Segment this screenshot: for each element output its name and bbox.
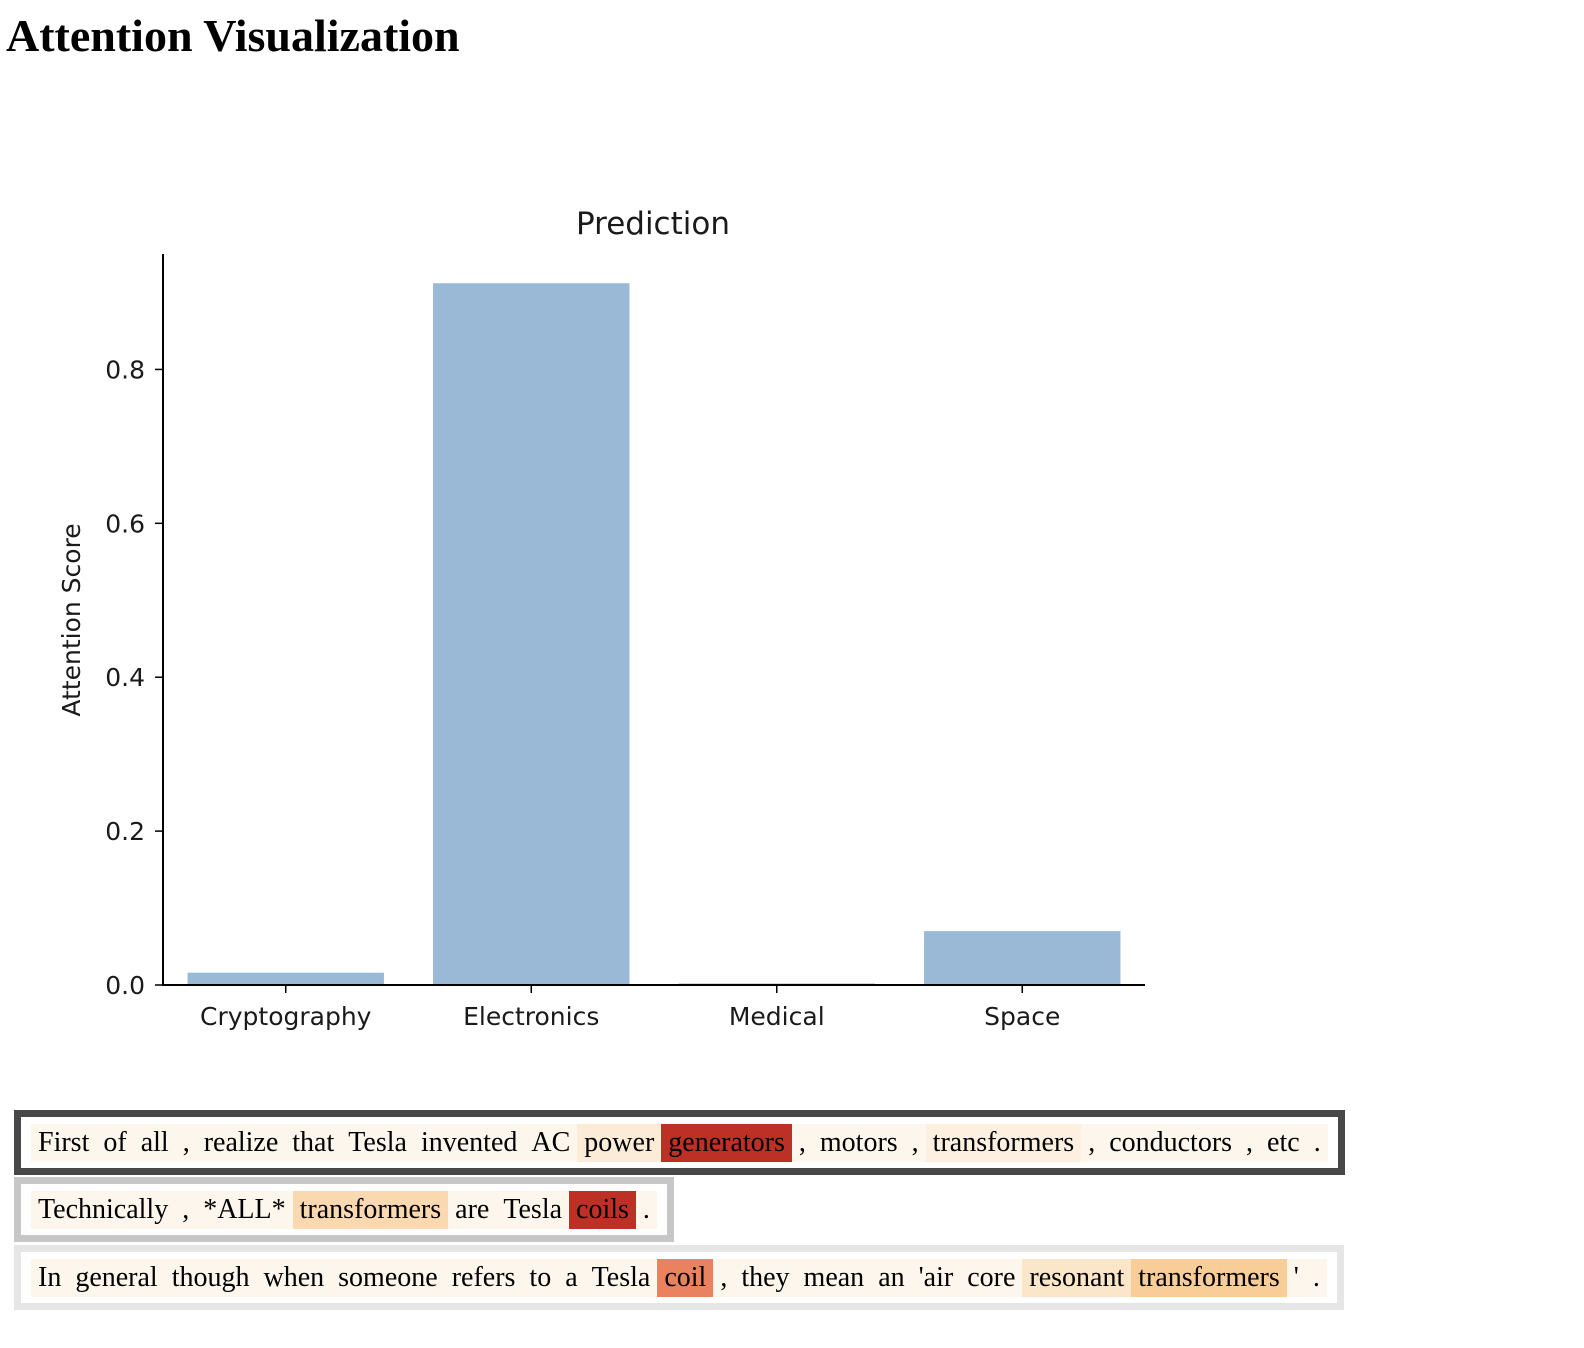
- token: coil: [657, 1259, 714, 1297]
- token: general: [68, 1259, 165, 1297]
- y-tick-label: 0.0: [105, 971, 145, 1000]
- prediction-bar-chart: Prediction Attention Score 0.00.20.40.60…: [57, 206, 1145, 1031]
- token: Technically: [31, 1191, 176, 1229]
- token: Tesla: [496, 1191, 570, 1229]
- token: AC: [524, 1124, 578, 1162]
- sentence-2: Technically, *ALL* transformers are Tesla coi…: [14, 1177, 674, 1242]
- token: ,: [175, 1124, 197, 1162]
- token: transformers: [1131, 1259, 1287, 1297]
- x-axis-ticks: Cryptography Electronics Medical Space: [200, 985, 1060, 1031]
- token: transformers: [925, 1124, 1082, 1162]
- token: ,: [713, 1259, 735, 1297]
- sentence-1: First of all, realize that Tesla invented AC pow…: [14, 1110, 1345, 1175]
- token: .: [635, 1191, 657, 1229]
- token: invented: [413, 1124, 525, 1162]
- token: ': [1286, 1259, 1306, 1297]
- x-tick-label: Medical: [729, 1002, 825, 1031]
- token: are: [448, 1191, 497, 1229]
- y-tick-label: 0.4: [105, 663, 145, 692]
- token: all: [133, 1124, 176, 1162]
- y-axis-label: Attention Score: [57, 523, 86, 716]
- token: etc: [1260, 1124, 1307, 1162]
- token: to: [522, 1259, 559, 1297]
- bar-cryptography: [187, 972, 384, 985]
- sentence-3: In general though when someone refers to a Tesla…: [14, 1245, 1344, 1310]
- token: coils: [569, 1191, 636, 1229]
- page-title: Attention Visualization: [6, 10, 460, 61]
- token: mean: [796, 1259, 872, 1297]
- x-tick-label: Electronics: [463, 1002, 599, 1031]
- token: resonant: [1022, 1259, 1132, 1297]
- y-tick-label: 0.2: [105, 817, 145, 846]
- token: 'air: [911, 1259, 961, 1297]
- token: realize: [196, 1124, 286, 1162]
- token: ,: [175, 1191, 197, 1229]
- token: .: [1305, 1259, 1327, 1297]
- bar-space: [924, 931, 1121, 985]
- token: power: [577, 1124, 662, 1162]
- bar-electronics: [433, 283, 630, 985]
- token: someone: [331, 1259, 445, 1297]
- token: generators: [661, 1124, 792, 1162]
- y-axis-ticks: 0.0 0.2 0.4 0.6 0.8: [105, 355, 163, 1000]
- token: when: [256, 1259, 332, 1297]
- token: a: [558, 1259, 585, 1297]
- token: that: [285, 1124, 342, 1162]
- token: an: [871, 1259, 912, 1297]
- token: ,: [791, 1124, 813, 1162]
- token: though: [164, 1259, 257, 1297]
- token: In: [31, 1259, 69, 1297]
- x-tick-label: Space: [984, 1002, 1060, 1031]
- token: refers: [444, 1259, 523, 1297]
- token: Tesla: [341, 1124, 414, 1162]
- y-tick-label: 0.6: [105, 509, 145, 538]
- token: they: [734, 1259, 797, 1297]
- token: .: [1306, 1124, 1328, 1162]
- chart-title: Prediction: [576, 206, 730, 242]
- x-tick-label: Cryptography: [200, 1002, 372, 1031]
- token: *ALL*: [196, 1191, 293, 1229]
- token: First: [31, 1124, 97, 1162]
- token: ,: [1081, 1124, 1103, 1162]
- y-tick-label: 0.8: [105, 355, 145, 384]
- token: of: [96, 1124, 134, 1162]
- token: ,: [904, 1124, 926, 1162]
- bars-group: [187, 283, 1121, 985]
- token: conductors: [1102, 1124, 1240, 1162]
- token: transformers: [292, 1191, 449, 1229]
- token: Tesla: [584, 1259, 658, 1297]
- token: ,: [1239, 1124, 1261, 1162]
- token: motors: [812, 1124, 905, 1162]
- token: core: [960, 1259, 1023, 1297]
